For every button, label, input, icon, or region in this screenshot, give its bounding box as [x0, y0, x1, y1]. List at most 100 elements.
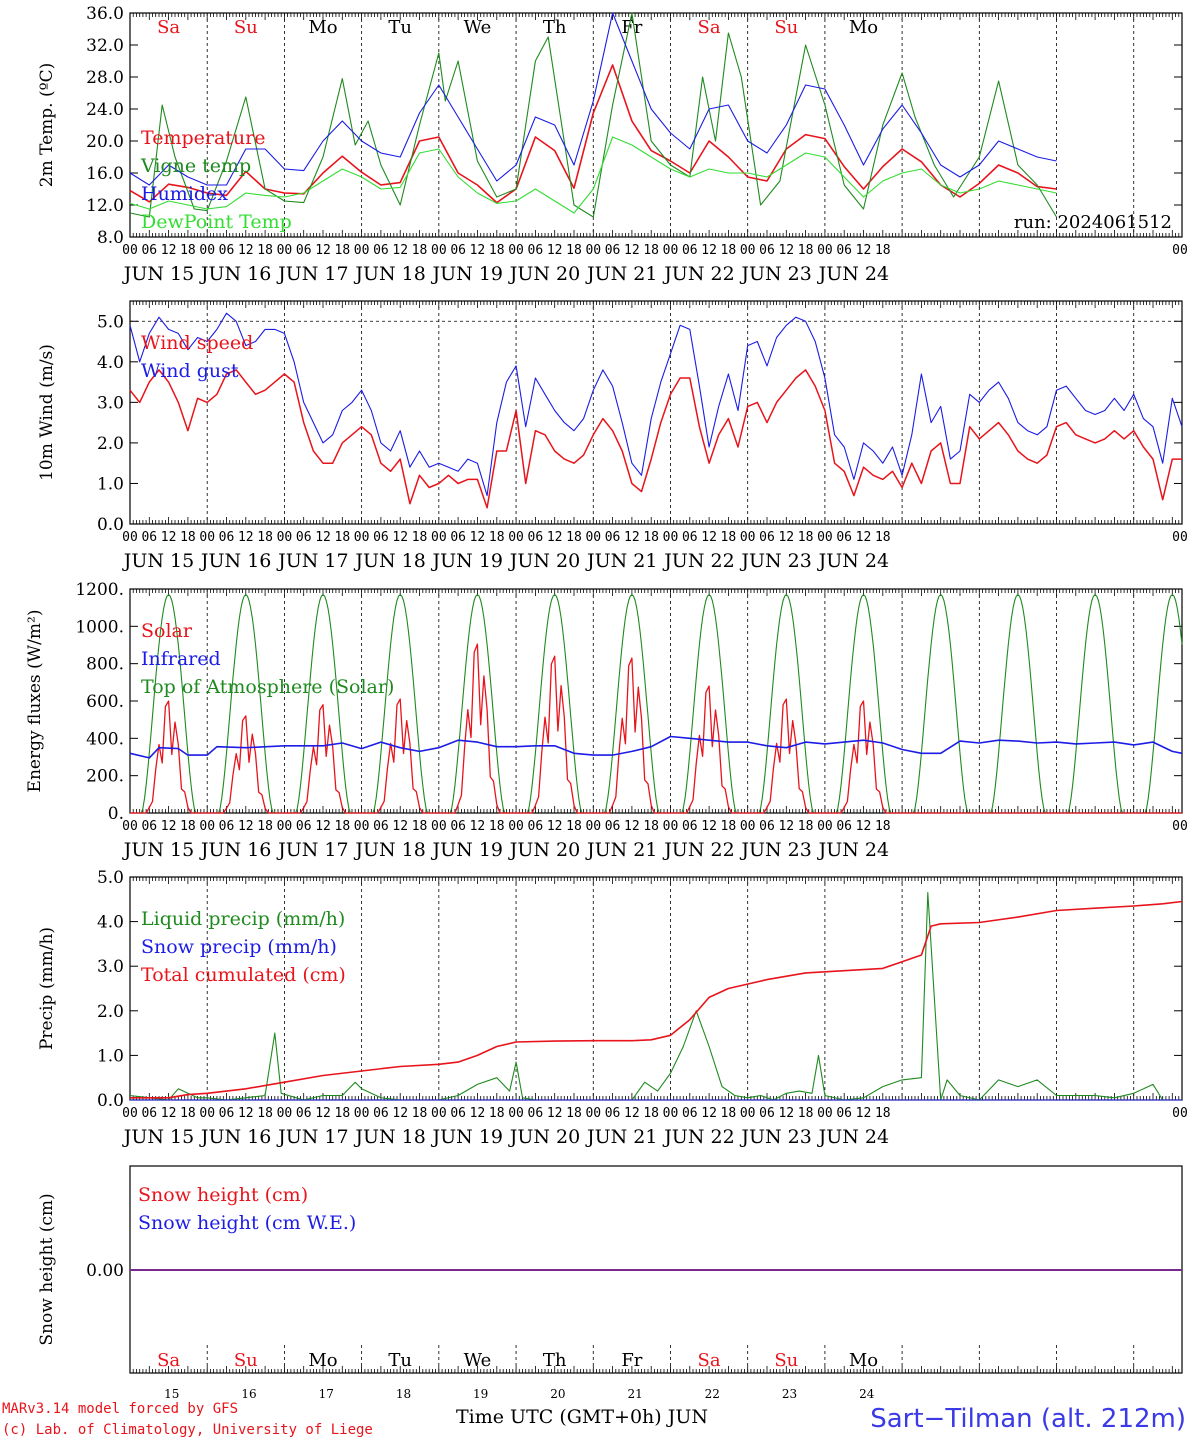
date-label: JUN 24 [817, 1126, 889, 1148]
hour-tick-label: 12 [392, 1106, 408, 1121]
hour-tick-label: 06 [605, 530, 621, 545]
hour-tick-label-end: 00 [1172, 243, 1188, 258]
y-tick-label: 800. [86, 655, 124, 675]
date-label: JUN 23 [739, 263, 811, 285]
date-label: JUN 16 [199, 839, 271, 861]
weekday-label: Tu [388, 1350, 412, 1371]
hour-tick-label: 00 [354, 530, 370, 545]
series-humidex [129, 12, 1057, 186]
hour-tick-label: 00 [122, 243, 138, 258]
day-number-label: 21 [627, 1387, 642, 1401]
y-tick-label: 20.0 [86, 132, 124, 152]
hour-tick-label: 00 [508, 243, 524, 258]
hour-tick-label: 18 [412, 243, 428, 258]
hour-tick-label: 06 [528, 243, 544, 258]
y-tick-label: 3.0 [97, 393, 124, 413]
hour-tick-label: 06 [528, 530, 544, 545]
hour-tick-label: 00 [663, 530, 679, 545]
hour-tick-label: 06 [373, 530, 389, 545]
wind-panel: 10m Wind (m/s) 0.0 1.0 2.0 3.0 4.0 5.0 Wind spe… [37, 300, 1188, 572]
hour-tick-label: 12 [238, 530, 254, 545]
series-temperature [129, 64, 1057, 204]
hour-tick-label: 06 [759, 530, 775, 545]
date-label: JUN 20 [508, 550, 580, 572]
weekday-label: Fr [621, 17, 642, 38]
hour-tick-label: 06 [450, 819, 466, 834]
hour-tick-label: 12 [624, 819, 640, 834]
hour-tick-label: 06 [141, 819, 157, 834]
hour-tick-label: 18 [643, 1106, 659, 1121]
hour-tick-label: 18 [798, 1106, 814, 1121]
temperature-panel: 2m Temp. (ºC) 8.0 12.0 16.0 20.0 24.0 28.0 32.0… [37, 4, 1188, 285]
y-tick-label: 0.0 [97, 515, 124, 535]
hour-tick-label: 06 [296, 243, 312, 258]
hour-tick-label: 00 [585, 1106, 601, 1121]
hour-tick-label: 18 [489, 1106, 505, 1121]
plot-frame [129, 588, 1183, 814]
hour-tick-label: 06 [528, 1106, 544, 1121]
y-axis-label: 2m Temp. (ºC) [37, 63, 57, 188]
hour-tick-label: 06 [373, 819, 389, 834]
model-credit: MARv3.14 model forced by GFS [2, 1401, 238, 1417]
hour-tick-label: 18 [721, 243, 737, 258]
hour-tick-label: 18 [566, 243, 582, 258]
hour-tick-label: 00 [277, 530, 293, 545]
hour-tick-label: 12 [778, 1106, 794, 1121]
y-tick-label: 200. [86, 767, 124, 787]
legend-top-of-atmosphere-solar-: Top of Atmosphere (Solar) [141, 676, 394, 698]
hour-tick-label: 12 [470, 530, 486, 545]
hour-tick-label: 12 [778, 530, 794, 545]
hour-tick-label: 06 [141, 530, 157, 545]
day-number-label: 22 [705, 1387, 720, 1401]
y-tick-label: 12.0 [86, 196, 124, 216]
date-label: JUN 24 [817, 550, 889, 572]
y-tick-label: 0. [108, 804, 124, 824]
series-dewpoint-temp [129, 136, 1057, 214]
date-label: JUN 16 [199, 263, 271, 285]
hour-tick-label: 06 [836, 1106, 852, 1121]
date-label: JUN 18 [353, 1126, 425, 1148]
date-label: JUN 18 [353, 550, 425, 572]
hour-tick-label: 12 [470, 1106, 486, 1121]
hour-tick-label: 00 [431, 819, 447, 834]
hour-tick-label: 00 [277, 243, 293, 258]
hour-tick-label: 12 [238, 819, 254, 834]
x-minor-ticks [129, 1366, 1183, 1373]
hour-tick-label: 12 [547, 243, 563, 258]
hour-tick-label: 12 [392, 819, 408, 834]
date-label: JUN 21 [585, 839, 657, 861]
date-label: JUN 15 [122, 839, 194, 861]
hour-tick-label: 18 [875, 243, 891, 258]
hour-tick-label: 00 [817, 243, 833, 258]
date-label: JUN 22 [662, 839, 734, 861]
y-tick-label: 400. [86, 729, 124, 749]
hour-tick-label: 00 [431, 530, 447, 545]
hour-tick-label: 12 [392, 530, 408, 545]
date-label: JUN 15 [122, 550, 194, 572]
hour-tick-label: 18 [412, 819, 428, 834]
hour-tick-label: 06 [450, 1106, 466, 1121]
hour-tick-label: 18 [643, 243, 659, 258]
y-tick-label: 5.0 [97, 868, 124, 888]
date-label: JUN 22 [662, 550, 734, 572]
y-tick-label: 4.0 [97, 913, 124, 933]
hour-tick-label: 00 [585, 530, 601, 545]
date-label: JUN 24 [817, 839, 889, 861]
hour-tick-label: 06 [682, 243, 698, 258]
hour-tick-label: 12 [238, 1106, 254, 1121]
date-label: JUN 21 [585, 1126, 657, 1148]
legend-snow-precip-mm-h-: Snow precip (mm/h) [141, 936, 337, 958]
hour-tick-label: 06 [605, 819, 621, 834]
hour-tick-label: 12 [238, 243, 254, 258]
station-label: Sart−Tilman (alt. 212m) [870, 1404, 1186, 1434]
y-tick-label: 4.0 [97, 353, 124, 373]
hour-tick-label: 18 [798, 530, 814, 545]
hour-tick-label: 06 [141, 1106, 157, 1121]
date-label: JUN 23 [739, 839, 811, 861]
date-label: JUN 21 [585, 263, 657, 285]
x-minor-ticks [129, 877, 1183, 1100]
date-label: JUN 21 [585, 550, 657, 572]
y-tick-label: 36.0 [86, 4, 124, 24]
weekday-label: Fr [621, 1350, 642, 1371]
